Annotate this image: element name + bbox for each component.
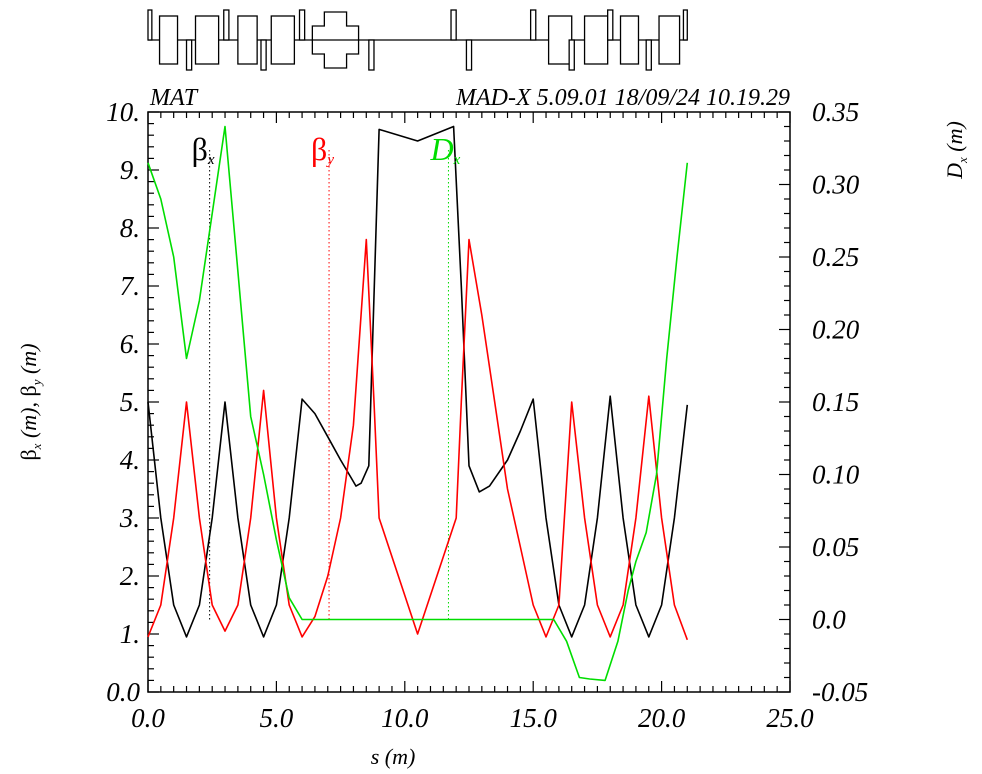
y-left-tick-label: 1. <box>120 619 140 649</box>
legend-subscript: x <box>207 152 215 168</box>
y-left-tick-label: 3. <box>119 503 140 533</box>
axis-ticks <box>147 111 791 693</box>
quad-focusing-element <box>450 9 457 41</box>
legend-symbol: β <box>192 131 208 167</box>
series-bety <box>147 238 689 641</box>
dipole-element <box>158 15 179 65</box>
y-left-tick-label: 0.0 <box>106 677 140 707</box>
quad-focusing-element <box>223 9 230 41</box>
x-tick-label: 10.0 <box>381 703 429 733</box>
header-right: MAD-X 5.09.01 18/09/24 10.19.29 <box>455 85 790 111</box>
y-right-tick-label: 0.10 <box>812 460 860 490</box>
x-tick-label: 15.0 <box>510 703 558 733</box>
plot-frame <box>147 111 791 693</box>
quad-defocusing-element <box>260 39 267 71</box>
lattice-layout <box>147 9 688 71</box>
dipole-element <box>583 15 609 65</box>
dipole-element <box>619 15 640 65</box>
ylabel-left-beta2: β <box>16 385 41 396</box>
y-left-tick-labels: 0.0 1. 2. 3. 4. 5. 6. 7. 8. 9. 10. <box>106 97 140 707</box>
dipole-element <box>658 15 681 65</box>
legend: βx βy Dx <box>192 131 461 168</box>
ylabel-right-d: D <box>942 163 967 180</box>
quad-defocusing-element <box>568 39 575 71</box>
ylabel-left-sub-y: y <box>29 379 44 387</box>
y-left-tick-label: 6. <box>120 329 140 359</box>
dipole-element <box>270 15 296 65</box>
quad-defocusing-element <box>645 39 652 71</box>
y-right-tick-label: 0.25 <box>812 242 859 272</box>
data-series <box>147 125 689 682</box>
y-left-tick-label: 5. <box>120 387 140 417</box>
x-tick-label: 20.0 <box>638 703 686 733</box>
header-left: MAT <box>149 85 199 111</box>
x-tick-label: 25.0 <box>766 703 814 733</box>
x-tick-label: 0.0 <box>131 703 165 733</box>
y-left-tick-label: 10. <box>106 97 140 127</box>
quad-defocusing-element <box>368 39 375 71</box>
x-tick-label: 5.0 <box>260 703 294 733</box>
series-betx <box>147 125 689 638</box>
ylabel-left-mid: (m), <box>16 397 41 444</box>
legend-label-Dx: Dx <box>429 131 460 168</box>
quad-defocusing-element <box>185 39 193 71</box>
legend-symbol: β <box>311 131 327 167</box>
dipole-element <box>194 15 220 65</box>
y-right-tick-label: 0.35 <box>812 97 859 127</box>
quad-focusing-element <box>529 9 537 41</box>
y-left-tick-label: 8. <box>120 213 140 243</box>
svg-text:βx (m), βy (m): βx (m), βy (m) <box>16 343 44 460</box>
y-left-tick-label: 7. <box>120 271 140 301</box>
ylabel-right-sub-x: x <box>955 157 970 164</box>
legend-label-βy: βy <box>311 131 334 168</box>
y-left-tick-label: 9. <box>120 155 140 185</box>
ylabel-right-unit: (m) <box>942 121 967 157</box>
ylabel-left-unit: (m) <box>16 343 41 379</box>
y-left-tick-label: 2. <box>120 561 140 591</box>
y-right-tick-label: -0.05 <box>812 677 868 707</box>
y-right-tick-label: 0.30 <box>812 170 860 200</box>
ylabel-left-beta1: β <box>16 449 41 460</box>
quad-focusing-element <box>298 9 306 41</box>
y-right-tick-label: 0.15 <box>812 387 859 417</box>
quad-focusing-element <box>607 9 614 41</box>
dipole-element <box>547 15 573 65</box>
quad-defocusing-element <box>465 39 473 71</box>
y-left-tick-label: 4. <box>120 445 140 475</box>
y-right-tick-labels: -0.05 0.0 0.05 0.10 0.15 0.20 0.25 0.30 0.35 <box>812 97 868 707</box>
quad-focusing-element <box>147 9 153 41</box>
svg-text:Dx (m): Dx (m) <box>942 121 970 180</box>
y-right-tick-label: 0.20 <box>812 315 860 345</box>
y-right-tick-label: 0.0 <box>812 605 846 635</box>
legend-label-βx: βx <box>192 131 215 168</box>
legend-subscript: y <box>325 152 334 168</box>
series-dx <box>147 125 689 682</box>
y-left-axis-title: βx (m), βy (m) <box>16 343 44 460</box>
dipole-element <box>237 15 258 65</box>
y-right-tick-label: 0.05 <box>812 532 859 562</box>
ylabel-left-sub-x: x <box>29 443 44 450</box>
legend-subscript: x <box>453 152 461 168</box>
quad-focusing-element <box>682 9 688 41</box>
x-axis-title: s (m) <box>371 744 416 769</box>
legend-symbol: D <box>429 131 453 167</box>
x-tick-labels: 0.0 5.0 10.0 15.0 20.0 25.0 <box>131 703 814 733</box>
y-right-axis-title: Dx (m) <box>942 121 970 180</box>
